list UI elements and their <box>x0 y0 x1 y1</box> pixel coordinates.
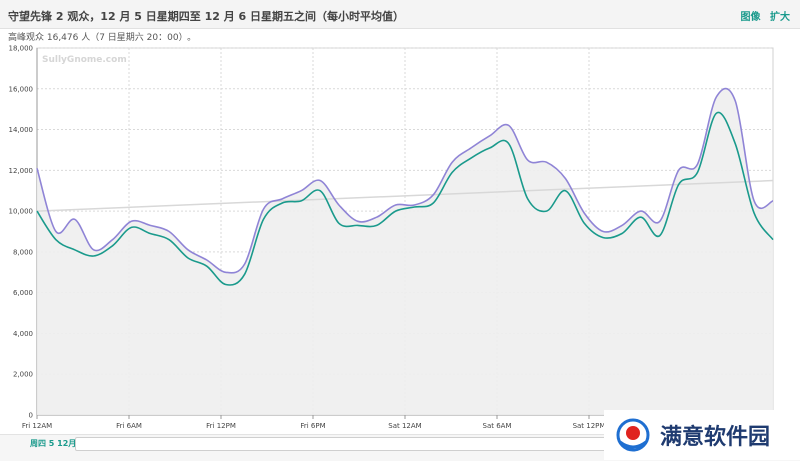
y-tick-label: 12,000 <box>9 167 34 175</box>
chart-image-link[interactable]: 图像 <box>740 12 761 23</box>
x-tick-label: Fri 12AM <box>22 422 52 430</box>
y-tick-label: 8,000 <box>13 248 33 256</box>
x-tick-label: Fri 6AM <box>116 422 142 430</box>
expand-link[interactable]: 扩大 <box>770 12 790 23</box>
chart-header: 守望先锋 2 观众，12 月 5 日星期四至 12 月 6 日星期五之间（每小时… <box>0 0 800 29</box>
peak-viewers-text: 高峰观众 16,476 人（7 日星期六 20：00）。 <box>8 30 196 43</box>
x-tick-label: Sat 6AM <box>483 422 512 430</box>
series-line-upper <box>36 87 774 274</box>
header-actions: 图像 扩大 <box>735 8 790 23</box>
y-tick-label: 6,000 <box>13 289 33 297</box>
x-tick-label: Sat 12AM <box>388 422 421 430</box>
x-tick-label: Fri 6PM <box>300 422 325 430</box>
x-tick-label: Sat 12PM <box>573 422 606 430</box>
y-tick-label: 16,000 <box>9 85 34 93</box>
trend-line <box>36 179 774 212</box>
site-logo-icon <box>616 418 650 452</box>
peak-label: 高峰观众 16,476 人（7 日星期六 20：00） <box>8 33 184 43</box>
footer-range-scroller[interactable] <box>75 437 607 451</box>
y-tick-label: 14,000 <box>9 126 34 134</box>
series-line-lower <box>36 111 774 286</box>
y-tick-label: 10,000 <box>9 208 34 216</box>
chart-title: 守望先锋 2 观众，12 月 5 日星期四至 12 月 6 日星期五之间（每小时… <box>8 10 405 23</box>
site-watermark-text: 满意软件园 <box>660 425 771 450</box>
series-area <box>37 88 773 415</box>
chart-watermark: SullyGnome.com <box>42 55 127 65</box>
line-chart: 0 2,000 4,000 6,000 8,000 10,000 12,000 14,000 1… <box>9 45 774 430</box>
x-tick-label: Fri 12PM <box>206 422 236 430</box>
y-tick-label: 0 <box>29 412 33 420</box>
footer-range-label: 周四 5 12月 24 <box>30 439 91 448</box>
y-tick-label: 2,000 <box>13 371 33 379</box>
site-watermark: 满意软件园 <box>604 410 800 460</box>
y-tick-label: 18,000 <box>9 45 34 53</box>
peak-dot: 。 <box>187 33 197 43</box>
y-tick-label: 4,000 <box>13 330 33 338</box>
